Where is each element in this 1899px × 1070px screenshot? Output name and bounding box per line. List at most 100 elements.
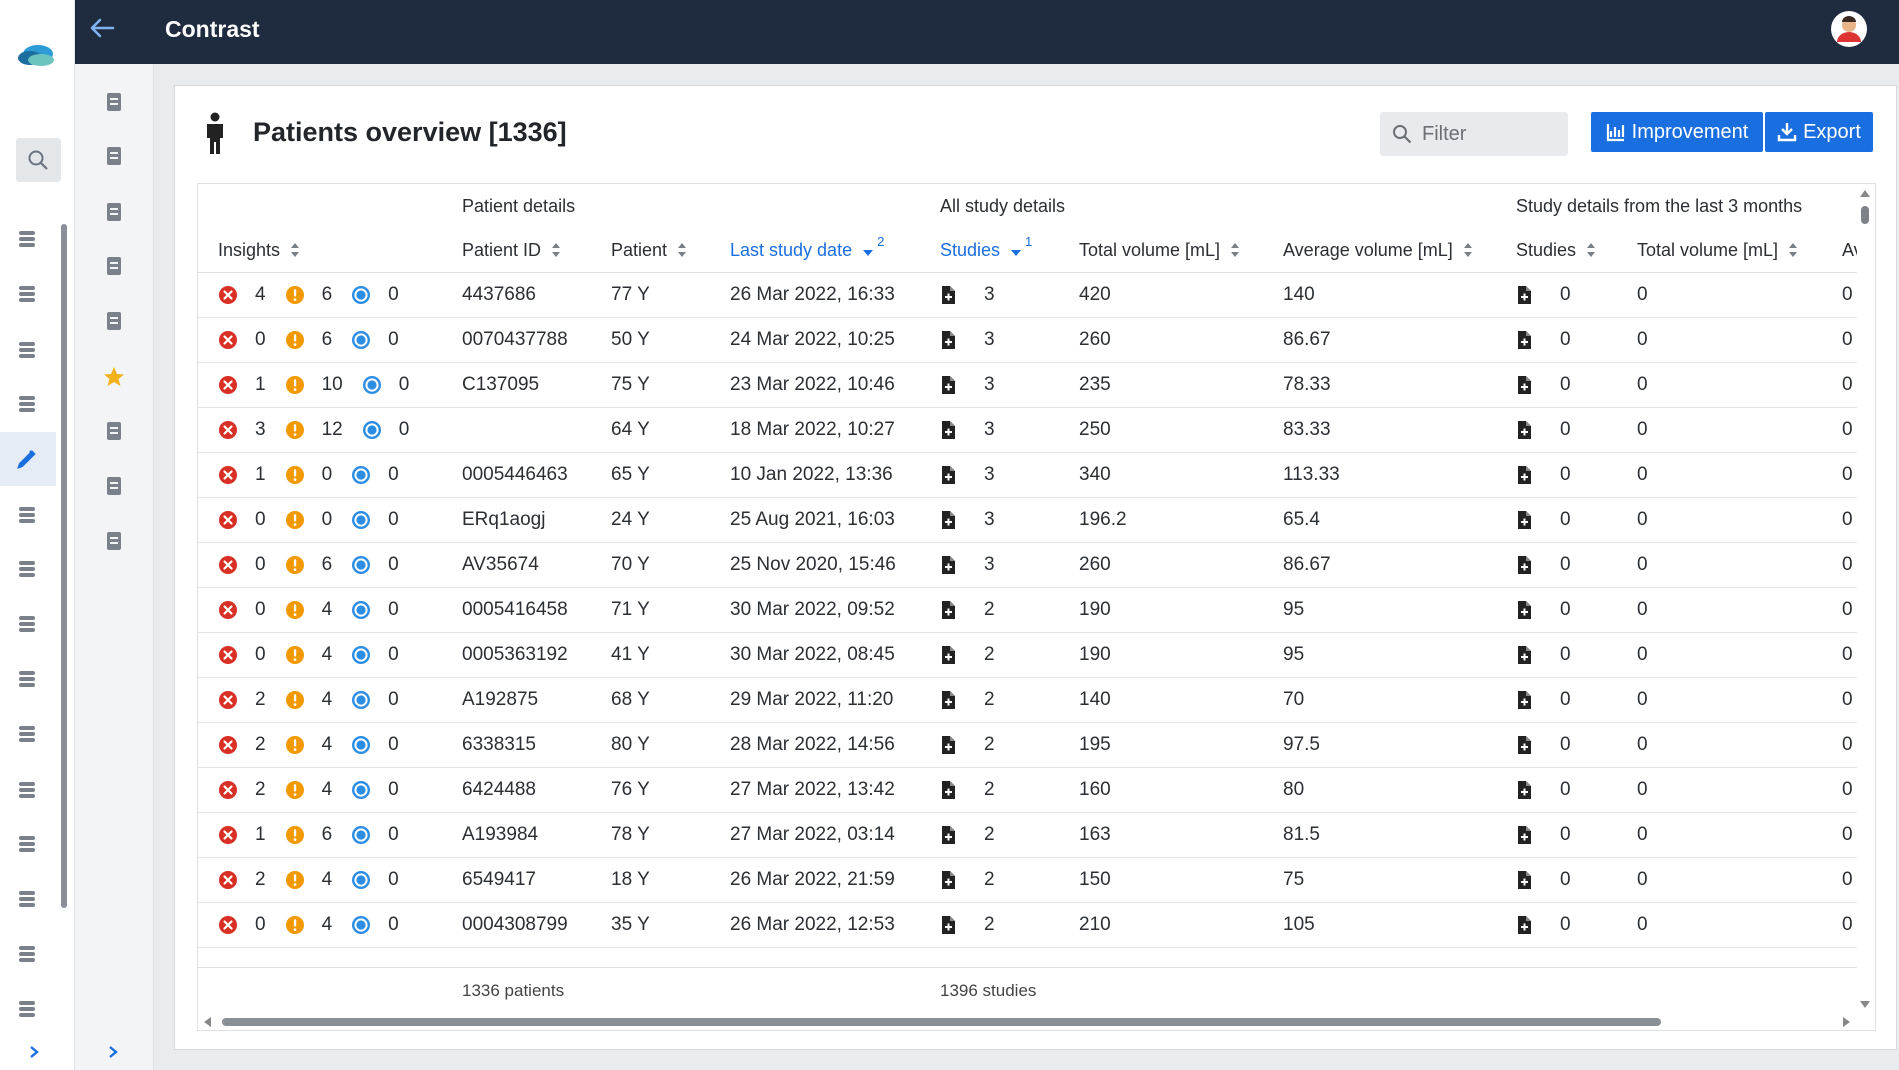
insight-count: 0 bbox=[398, 419, 410, 440]
icon-part bbox=[1526, 916, 1531, 921]
subnav-item[interactable] bbox=[103, 201, 125, 223]
icon-part bbox=[1521, 743, 1528, 751]
subnav-item[interactable] bbox=[103, 475, 125, 497]
icon-part bbox=[1011, 250, 1022, 256]
patient-age-text: 35 Y bbox=[611, 914, 650, 935]
average-volume: 86.67 bbox=[1275, 543, 1508, 587]
column-header[interactable]: Average volume [mL] bbox=[1275, 228, 1508, 272]
last-study-date: 27 Mar 2022, 03:14 bbox=[722, 813, 932, 857]
subnav-item[interactable] bbox=[103, 530, 125, 552]
average-volume: 105 bbox=[1275, 903, 1508, 947]
total-volume-3m-text: 0 bbox=[1637, 554, 1648, 575]
nav-item[interactable] bbox=[16, 998, 38, 1020]
icon-part bbox=[223, 650, 233, 660]
subnav-item[interactable] bbox=[103, 91, 125, 113]
total-volume-text: 340 bbox=[1079, 464, 1111, 485]
info-icon bbox=[352, 466, 371, 484]
studies-text: 3 bbox=[984, 329, 995, 350]
total-volume: 196.2 bbox=[1071, 498, 1275, 542]
icon-part bbox=[367, 425, 377, 435]
nav-item[interactable] bbox=[16, 228, 38, 250]
column-header[interactable]: Patient ID bbox=[454, 228, 603, 272]
icon-part bbox=[293, 469, 296, 477]
app-title: Contrast bbox=[165, 16, 260, 42]
total-volume: 235 bbox=[1071, 363, 1275, 407]
nav-item[interactable] bbox=[16, 393, 38, 415]
subnav-item[interactable] bbox=[103, 255, 125, 277]
nav-item[interactable] bbox=[16, 283, 38, 305]
icon-part bbox=[293, 298, 296, 301]
column-header[interactable]: Studies 1 bbox=[932, 228, 1071, 272]
average-volume-text: 80 bbox=[1283, 779, 1305, 800]
average-volume: 81.5 bbox=[1275, 813, 1508, 857]
patient-age: 76 Y bbox=[603, 768, 722, 812]
icon-part bbox=[293, 658, 296, 661]
icon-part bbox=[1526, 601, 1531, 606]
column-header[interactable]: Total volume [mL] bbox=[1629, 228, 1834, 272]
studies-text: 2 bbox=[984, 869, 995, 890]
last-study-date-text: 23 Mar 2022, 10:46 bbox=[730, 374, 895, 395]
improvement-button[interactable]: Improvement bbox=[1591, 112, 1763, 152]
icon-part bbox=[223, 425, 233, 435]
nav-item[interactable] bbox=[16, 779, 38, 801]
nav-item[interactable] bbox=[16, 448, 38, 470]
average-volume-text: 75 bbox=[1283, 869, 1305, 890]
subnav-item[interactable] bbox=[103, 310, 125, 332]
icon-part bbox=[367, 380, 377, 390]
column-header[interactable]: Last study date 2 bbox=[722, 228, 932, 272]
icon-part bbox=[110, 208, 118, 210]
icon-part bbox=[1526, 556, 1531, 561]
column-header[interactable]: Patient bbox=[603, 228, 722, 272]
column-header[interactable]: Studies bbox=[1508, 228, 1629, 272]
insight-count: 0 bbox=[388, 644, 399, 665]
icon-part bbox=[19, 354, 35, 358]
total-volume-3m: 0 bbox=[1629, 318, 1834, 362]
nav-item[interactable] bbox=[16, 613, 38, 635]
icon-part bbox=[19, 738, 35, 742]
nav-item[interactable] bbox=[16, 558, 38, 580]
nav-item[interactable] bbox=[16, 888, 38, 910]
table-row: 2 4 0 A192875 68 Y 29 Mar 2022, 11:20 2 140 70 0 0… bbox=[198, 678, 1857, 723]
total-volume-3m-text: 0 bbox=[1637, 779, 1648, 800]
user-avatar[interactable] bbox=[1830, 10, 1868, 48]
subnav-item[interactable] bbox=[103, 420, 125, 442]
total-volume-3m-text: 0 bbox=[1637, 689, 1648, 710]
average-volume-3m: 0 bbox=[1834, 903, 1857, 947]
studies-text: 3 bbox=[984, 554, 995, 575]
studies-3m-text: 0 bbox=[1560, 869, 1571, 890]
icon-part bbox=[110, 537, 118, 539]
icon-part bbox=[19, 513, 35, 517]
subnav-item[interactable] bbox=[103, 366, 125, 388]
patient-id-text: ERq1aogj bbox=[462, 509, 546, 530]
export-button[interactable]: Export bbox=[1765, 112, 1873, 152]
nav-item[interactable] bbox=[16, 943, 38, 965]
icon-part bbox=[19, 292, 35, 296]
icon-part bbox=[223, 335, 233, 345]
total-volume-3m: 0 bbox=[1629, 543, 1834, 587]
insight-count: 2 bbox=[255, 734, 266, 755]
average-volume-3m-text: 0 bbox=[1842, 599, 1853, 620]
column-header[interactable]: Total volume [mL] bbox=[1071, 228, 1275, 272]
nav-item[interactable] bbox=[16, 833, 38, 855]
subnav-item[interactable] bbox=[103, 145, 125, 167]
insight-count: 4 bbox=[321, 644, 333, 665]
filter-input[interactable]: Filter bbox=[1380, 112, 1568, 156]
icon-part bbox=[293, 478, 296, 481]
info-icon bbox=[362, 376, 381, 394]
back-button[interactable] bbox=[89, 16, 115, 40]
column-header[interactable]: Insights bbox=[210, 228, 454, 272]
patient-age-text: 18 Y bbox=[611, 869, 650, 890]
icon-part bbox=[293, 289, 296, 297]
nav-item[interactable] bbox=[16, 339, 38, 361]
info-icon bbox=[352, 601, 371, 619]
table-row: 1 10 0 C137095 75 Y 23 Mar 2022, 10:46 3 235 78.… bbox=[198, 363, 1857, 408]
insight-count: 4 bbox=[321, 779, 333, 800]
insight-count: 0 bbox=[255, 554, 266, 575]
last-study-date: 25 Nov 2020, 15:46 bbox=[722, 543, 932, 587]
nav-item[interactable] bbox=[16, 723, 38, 745]
nav-item[interactable] bbox=[16, 668, 38, 690]
insight-count: 0 bbox=[388, 329, 399, 350]
column-header[interactable]: Av bbox=[1834, 228, 1857, 272]
insight-count: 0 bbox=[255, 644, 266, 665]
nav-item[interactable] bbox=[16, 504, 38, 526]
